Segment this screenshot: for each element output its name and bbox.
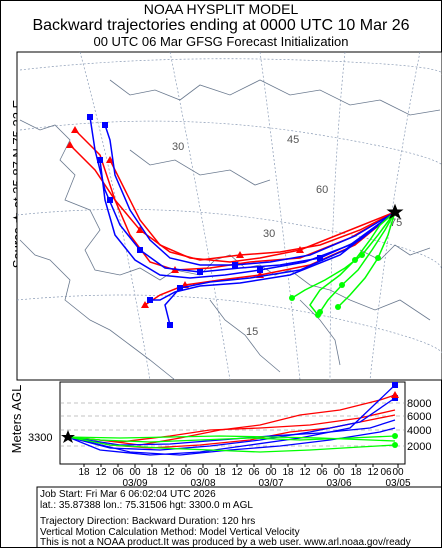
svg-text:06: 06 <box>112 467 124 478</box>
height-tick-labels: 3300 8000 6000 4000 2000 <box>28 398 431 453</box>
svg-text:12: 12 <box>367 467 379 478</box>
svg-text:00: 00 <box>392 467 404 478</box>
vertical-markers <box>391 382 399 448</box>
direction-text: Trajectory Direction: Backward Duration:… <box>40 516 256 527</box>
svg-text:03/07: 03/07 <box>258 478 283 489</box>
svg-text:18: 18 <box>282 467 294 478</box>
lat-label: 60 <box>316 184 328 196</box>
svg-text:00: 00 <box>265 467 277 478</box>
height-tick: 6000 <box>407 411 431 423</box>
svg-text:03/06: 03/06 <box>326 478 351 489</box>
trajectory-title: Backward trajectories ending at 0000 UTC… <box>32 17 410 34</box>
svg-text:03/05: 03/05 <box>385 478 410 489</box>
forecast-run-label: 00 UTC 06 Mar GFSG Forecast Initializati… <box>93 34 349 49</box>
svg-text:06: 06 <box>248 467 260 478</box>
svg-text:12: 12 <box>299 467 311 478</box>
model-title: NOAA HYSPLIT MODEL <box>143 1 299 17</box>
blue-markers <box>87 114 323 328</box>
svg-text:18: 18 <box>78 467 90 478</box>
svg-text:00: 00 <box>333 467 345 478</box>
blue-trajectories <box>89 116 396 326</box>
coastlines <box>19 79 441 381</box>
start-height-label: 3300 <box>28 432 52 444</box>
svg-text:06: 06 <box>180 467 192 478</box>
lon-label: 30 <box>263 228 275 240</box>
disclaimer-text: This is not a NOAA product.It was produc… <box>40 537 411 548</box>
svg-text:06: 06 <box>380 467 392 478</box>
svg-text:00: 00 <box>129 467 141 478</box>
svg-text:12: 12 <box>95 467 107 478</box>
svg-text:00: 00 <box>197 467 209 478</box>
svg-text:18: 18 <box>146 467 158 478</box>
vertical-green <box>67 435 396 453</box>
lat-label: 45 <box>287 134 299 146</box>
svg-text:18: 18 <box>350 467 362 478</box>
svg-text:18: 18 <box>214 467 226 478</box>
vertical-axis-label: Meters AGL <box>9 384 24 454</box>
height-tick: 8000 <box>407 398 431 410</box>
svg-text:12: 12 <box>231 467 243 478</box>
info-box <box>36 486 442 548</box>
map-graticule <box>16 51 442 381</box>
vertical-method-text: Vertical Motion Calculation Method: Mode… <box>40 527 300 538</box>
job-start-text: Job Start: Fri Mar 6 06:02:04 UTC 2026 <box>40 489 216 500</box>
svg-text:03/08: 03/08 <box>190 478 215 489</box>
svg-text:06: 06 <box>316 467 328 478</box>
height-tick: 4000 <box>407 425 431 437</box>
svg-text:12: 12 <box>163 467 175 478</box>
svg-text:03/09: 03/09 <box>122 478 147 489</box>
time-axis-ticks <box>83 464 399 468</box>
lat-label: 30 <box>172 141 184 153</box>
height-tick: 2000 <box>407 441 431 453</box>
location-text: lat.: 35.87388 lon.: 75.31506 hgt: 3300.… <box>40 500 253 511</box>
source-star-icon <box>386 203 404 220</box>
date-labels: 03/09 03/08 03/07 03/06 03/05 <box>122 478 410 489</box>
vertical-source-star-icon <box>61 430 75 443</box>
lon-label: 15 <box>246 326 258 338</box>
map-panel <box>16 51 442 381</box>
green-markers <box>289 252 381 318</box>
green-trajectories <box>291 211 396 316</box>
time-tick-labels: 18 12 06 00 18 12 06 00 18 12 06 00 18 1… <box>78 467 404 478</box>
